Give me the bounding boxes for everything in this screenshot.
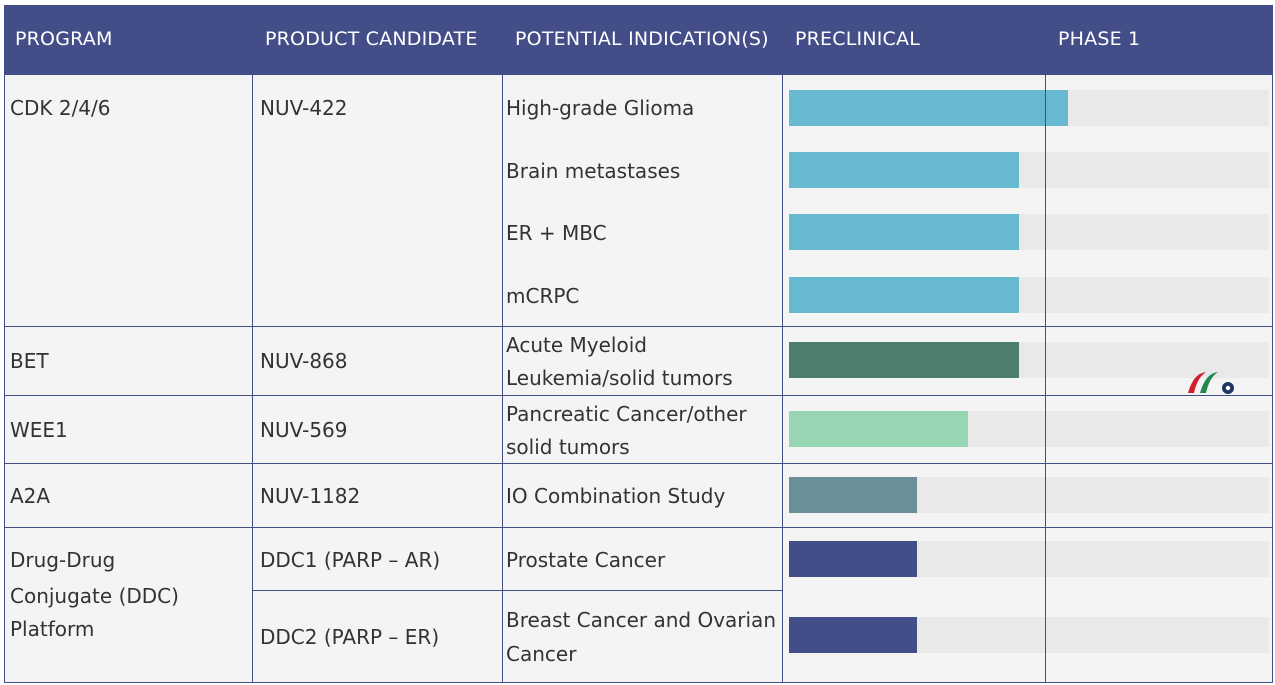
indication-aml-line-2: Leukemia/solid tumors	[506, 366, 733, 390]
progress-bar-8	[789, 617, 917, 653]
progress-bar-0	[789, 90, 1068, 126]
program-ddc-line-2: Conjugate (DDC)	[10, 584, 179, 608]
program-cdk: CDK 2/4/6	[10, 96, 111, 120]
program-ddc-line-3: Platform	[10, 617, 95, 641]
header-program: PROGRAM	[15, 28, 113, 50]
grid-line-indication	[782, 75, 783, 682]
progress-bar-7	[789, 541, 917, 577]
candidate-nuv-1182: NUV-1182	[260, 484, 361, 508]
header-phase-1: PHASE 1	[1058, 28, 1141, 50]
program-ddc-line-1: Drug-Drug	[10, 548, 116, 572]
grid-line-candidate	[502, 75, 503, 682]
indication-breast-ovarian-line-1: Breast Cancer and Ovarian	[506, 608, 776, 632]
indication-er-mbc: ER + MBC	[506, 221, 607, 245]
indication-prostate-cancer: Prostate Cancer	[506, 548, 666, 572]
program-wee1: WEE1	[10, 418, 68, 442]
indication-high-grade-glioma: High-grade Glioma	[506, 96, 695, 120]
candidate-nuv-569: NUV-569	[260, 418, 348, 442]
indication-pancreatic-line-1: Pancreatic Cancer/other	[506, 402, 747, 426]
grid-line-program	[252, 75, 253, 682]
progress-bar-1	[789, 152, 1019, 188]
indication-aml-line-1: Acute Myeloid	[506, 333, 647, 357]
stock-exchange-logo-icon	[1186, 369, 1236, 397]
program-bet: BET	[10, 349, 49, 373]
header-product-candidate: PRODUCT CANDIDATE	[265, 28, 478, 50]
row-divider-1	[4, 326, 1273, 327]
indication-mcrpc: mCRPC	[506, 284, 580, 308]
grid-line-left	[4, 75, 5, 682]
indication-pancreatic-line-2: solid tumors	[506, 435, 630, 459]
progress-bar-3	[789, 277, 1019, 313]
header-preclinical: PRECLINICAL	[795, 28, 920, 50]
candidate-ddc2: DDC2 (PARP – ER)	[260, 625, 440, 649]
table-header: PROGRAM PRODUCT CANDIDATE POTENTIAL INDI…	[4, 5, 1273, 75]
program-a2a: A2A	[10, 484, 51, 508]
indication-breast-ovarian-line-2: Cancer	[506, 642, 577, 666]
row-divider-ddc	[252, 590, 782, 591]
progress-bar-2	[789, 214, 1019, 250]
indication-io-combination: IO Combination Study	[506, 484, 726, 508]
progress-bar-6	[789, 477, 917, 513]
progress-bar-5	[789, 411, 968, 447]
progress-bar-4	[789, 342, 1019, 378]
row-divider-3	[4, 463, 1273, 464]
candidate-ddc1: DDC1 (PARP – AR)	[260, 548, 441, 572]
row-divider-4	[4, 527, 1273, 528]
candidate-nuv-868: NUV-868	[260, 349, 348, 373]
indication-brain-metastases: Brain metastases	[506, 159, 681, 183]
row-divider-2	[4, 395, 1273, 396]
candidate-nuv-422: NUV-422	[260, 96, 348, 120]
header-potential-indications: POTENTIAL INDICATION(S)	[515, 28, 769, 50]
grid-line-right	[1272, 75, 1273, 682]
